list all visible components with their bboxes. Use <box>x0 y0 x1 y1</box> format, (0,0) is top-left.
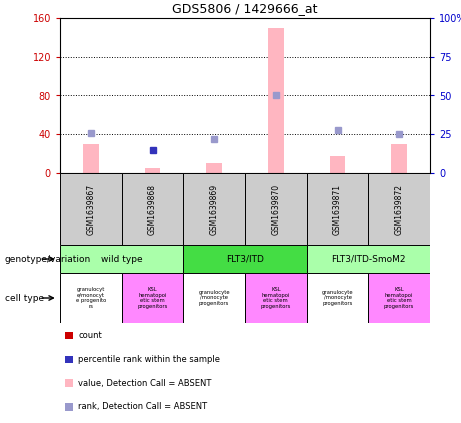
Text: GDS5806 / 1429666_at: GDS5806 / 1429666_at <box>172 3 318 16</box>
Bar <box>330 156 345 173</box>
Text: GSM1639870: GSM1639870 <box>272 184 280 235</box>
Bar <box>245 273 307 323</box>
Text: GSM1639869: GSM1639869 <box>210 184 219 235</box>
Bar <box>268 27 284 173</box>
Text: genotype/variation: genotype/variation <box>5 255 91 264</box>
Text: count: count <box>78 331 102 340</box>
Bar <box>183 273 245 323</box>
Text: GSM1639867: GSM1639867 <box>86 184 95 235</box>
Text: percentile rank within the sample: percentile rank within the sample <box>78 355 220 364</box>
Text: rank, Detection Call = ABSENT: rank, Detection Call = ABSENT <box>78 402 207 411</box>
Bar <box>183 173 245 245</box>
Text: KSL
hematopoi
etic stem
progenitors: KSL hematopoi etic stem progenitors <box>260 287 291 309</box>
Bar <box>391 144 407 173</box>
Text: cell type: cell type <box>5 294 44 302</box>
Text: FLT3/ITD: FLT3/ITD <box>226 255 264 264</box>
Bar <box>60 173 122 245</box>
Bar <box>83 144 99 173</box>
Bar <box>183 245 307 273</box>
Bar <box>307 273 368 323</box>
Text: granulocyte
/monocyte
progenitors: granulocyte /monocyte progenitors <box>322 290 353 306</box>
Bar <box>60 245 183 273</box>
Text: GSM1639872: GSM1639872 <box>395 184 404 234</box>
Text: KSL
hematopoi
etic stem
progenitors: KSL hematopoi etic stem progenitors <box>384 287 414 309</box>
Text: value, Detection Call = ABSENT: value, Detection Call = ABSENT <box>78 379 212 387</box>
Text: granulocyt
e/monocyt
e progenito
rs: granulocyt e/monocyt e progenito rs <box>76 287 106 309</box>
Bar <box>207 163 222 173</box>
Bar <box>307 245 430 273</box>
Bar <box>368 173 430 245</box>
Bar <box>307 173 368 245</box>
Bar <box>60 273 122 323</box>
Text: GSM1639871: GSM1639871 <box>333 184 342 234</box>
Text: wild type: wild type <box>101 255 142 264</box>
Bar <box>145 168 160 173</box>
Text: FLT3/ITD-SmoM2: FLT3/ITD-SmoM2 <box>331 255 406 264</box>
Bar <box>122 273 183 323</box>
Bar <box>245 173 307 245</box>
Text: KSL
hematopoi
etic stem
progenitors: KSL hematopoi etic stem progenitors <box>137 287 168 309</box>
Text: granulocyte
/monocyte
progenitors: granulocyte /monocyte progenitors <box>198 290 230 306</box>
Bar <box>122 173 183 245</box>
Text: GSM1639868: GSM1639868 <box>148 184 157 234</box>
Bar <box>368 273 430 323</box>
